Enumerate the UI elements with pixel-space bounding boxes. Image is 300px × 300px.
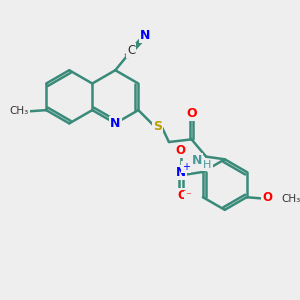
Text: ⁻: ⁻ xyxy=(185,192,191,202)
Text: C: C xyxy=(127,44,135,57)
Text: CH₃: CH₃ xyxy=(10,106,29,116)
Text: N: N xyxy=(110,117,121,130)
Text: N: N xyxy=(176,166,186,179)
Text: O: O xyxy=(176,144,186,157)
Text: O: O xyxy=(186,107,197,120)
Text: N: N xyxy=(192,154,202,167)
Text: O: O xyxy=(262,191,272,205)
Text: +: + xyxy=(182,162,190,172)
Text: S: S xyxy=(153,120,162,133)
Text: H: H xyxy=(203,160,212,170)
Text: CH₃: CH₃ xyxy=(282,194,300,203)
Text: O: O xyxy=(177,189,187,202)
Text: N: N xyxy=(140,29,151,42)
